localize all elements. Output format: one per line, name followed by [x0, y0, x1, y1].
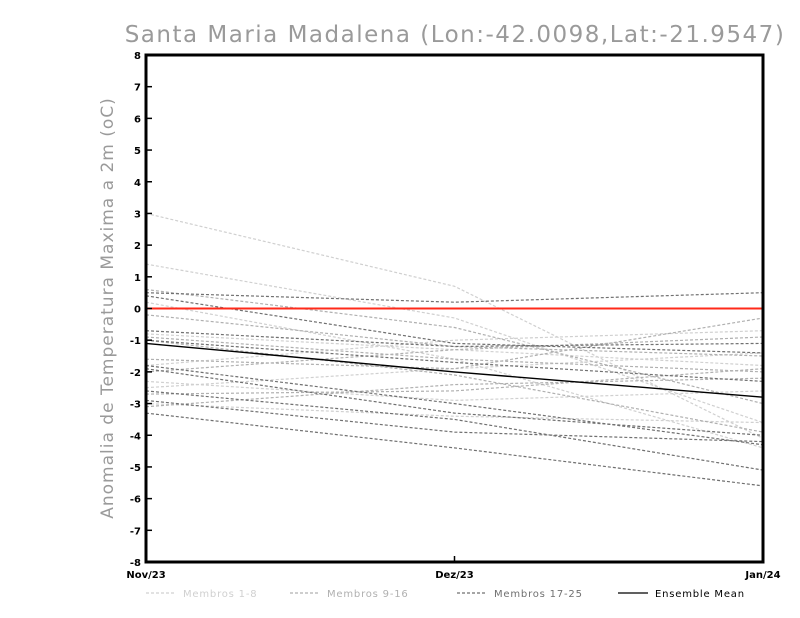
- member-series-line: [145, 301, 764, 449]
- member-series-line: [145, 317, 764, 370]
- y-tick-label: -4: [130, 431, 141, 442]
- y-tick-label: 1: [134, 273, 141, 284]
- member-series-line: [145, 390, 764, 471]
- ensemble-mean-line: [145, 342, 764, 398]
- member-series-line: [145, 403, 764, 424]
- member-series-line: [145, 339, 764, 433]
- y-tick-label: 4: [134, 178, 141, 189]
- x-tick-label: Nov/23: [126, 570, 165, 581]
- series-layer: [145, 212, 764, 487]
- member-series-line: [145, 377, 764, 408]
- y-tick-label: -6: [130, 495, 141, 506]
- member-series-line: [145, 212, 764, 439]
- member-series-line: [145, 263, 764, 424]
- legend-label: Membros 9-16: [327, 589, 409, 600]
- member-series-line: [145, 288, 764, 405]
- legend: Membros 1-8 Membros 9-16 Membros 17-25 Ense…: [146, 589, 745, 600]
- y-tick-label: 3: [134, 209, 141, 220]
- member-series-line: [145, 364, 764, 446]
- y-tick-label: -5: [130, 463, 141, 474]
- member-series-line: [145, 399, 764, 443]
- member-series-line: [145, 339, 764, 382]
- x-tick-label: Jan/24: [744, 570, 780, 581]
- member-series-line: [145, 330, 764, 367]
- member-series-line: [145, 330, 764, 348]
- y-tick-label: 8: [134, 51, 141, 62]
- y-tick-label: 7: [134, 83, 141, 94]
- member-series-line: [145, 412, 764, 487]
- member-series-line: [145, 333, 764, 367]
- member-series-line: [145, 314, 764, 357]
- y-tick-label: -1: [130, 336, 141, 347]
- chart-title: Santa Maria Madalena (Lon:-42.0098,Lat:-…: [125, 22, 786, 48]
- legend-label: Membros 17-25: [494, 589, 583, 600]
- member-series-line: [145, 336, 764, 373]
- member-series-line: [145, 336, 764, 373]
- legend-label: Ensemble Mean: [655, 589, 745, 600]
- y-tick-label: -3: [130, 400, 141, 411]
- y-tick-label: 6: [134, 114, 141, 125]
- member-series-line: [145, 292, 764, 303]
- y-tick-label: -2: [130, 368, 141, 379]
- member-series-line: [145, 295, 764, 354]
- y-axis-label: Anomalia de Temperatura Maxima a 2m (oC): [98, 97, 118, 519]
- member-series-line: [145, 368, 764, 395]
- y-tick-label: 5: [134, 146, 141, 157]
- member-series-line: [145, 352, 764, 389]
- legend-label: Membros 1-8: [183, 589, 257, 600]
- y-tick-label: -7: [130, 526, 141, 537]
- member-series-line: [145, 368, 764, 436]
- y-tick-label: 0: [134, 305, 141, 316]
- x-tick-label: Dez/23: [435, 570, 474, 581]
- y-tick-label: 2: [134, 241, 141, 252]
- y-tick-label: -8: [130, 558, 141, 569]
